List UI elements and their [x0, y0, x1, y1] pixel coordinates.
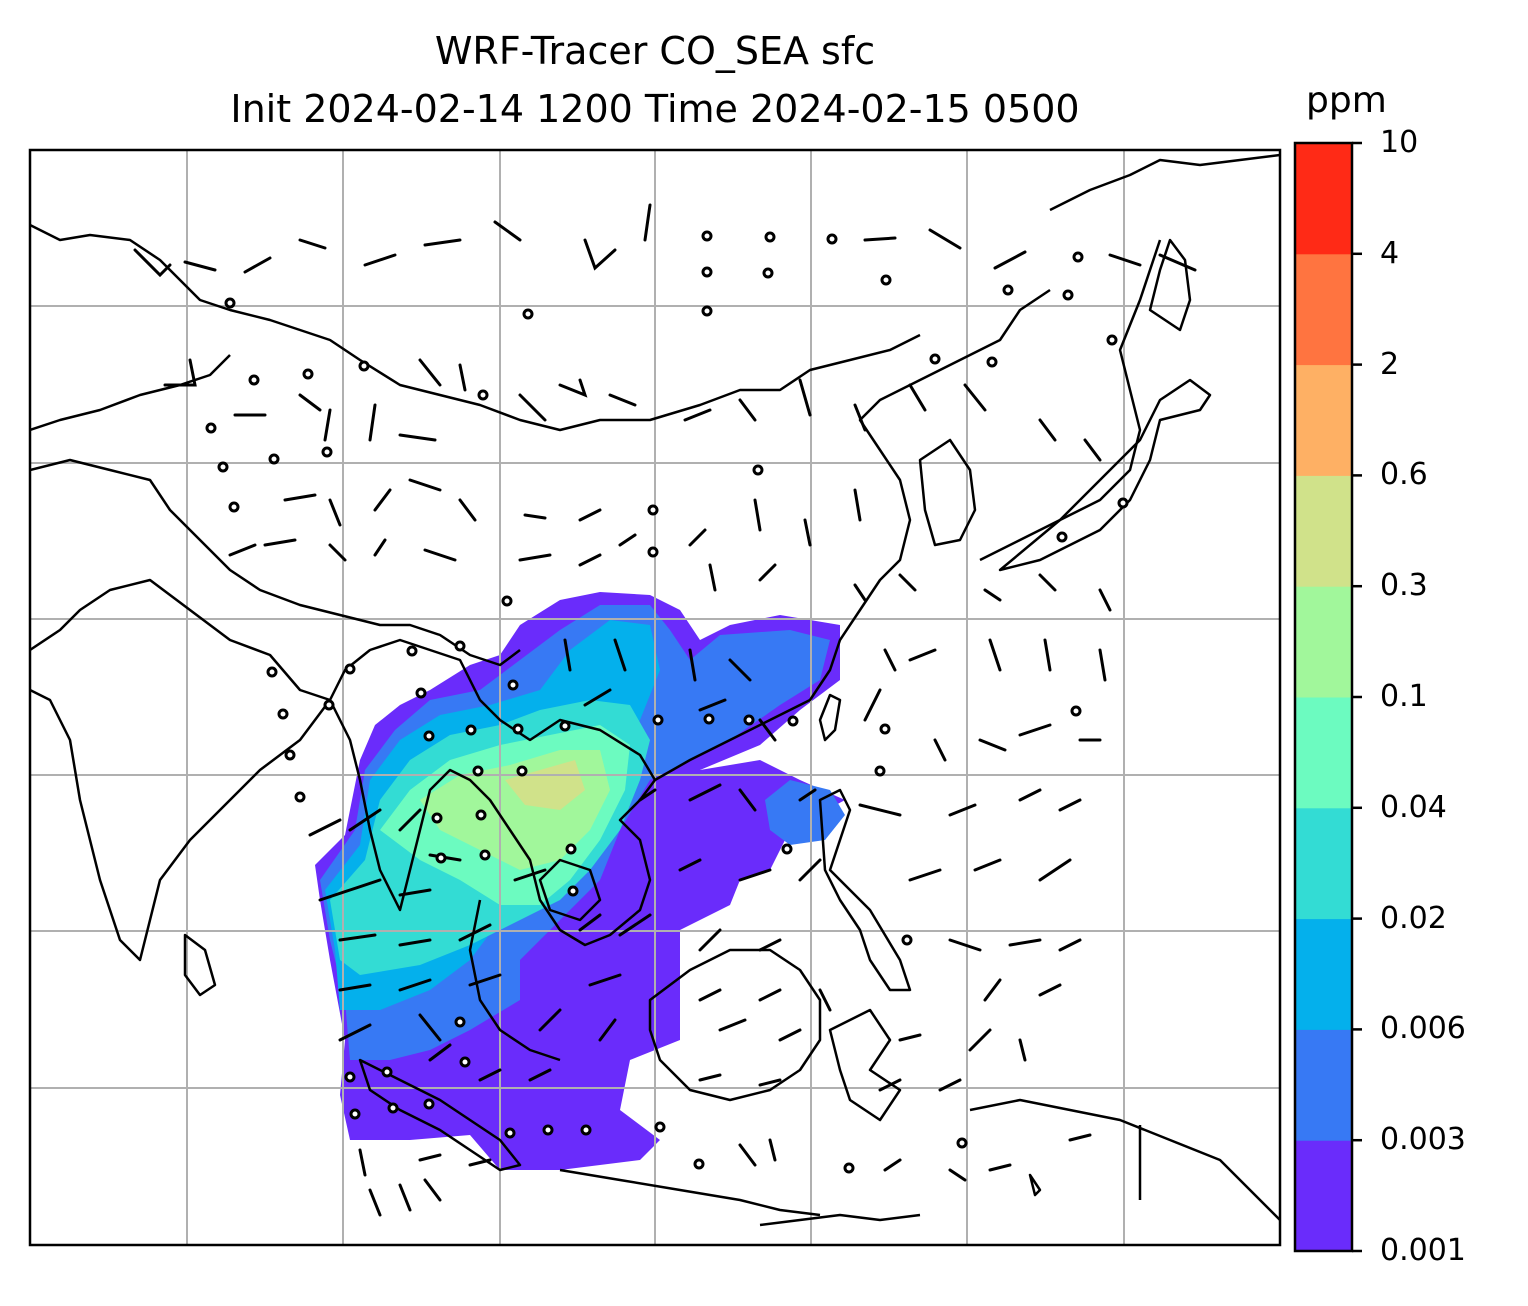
- colorbar-ticks: [1352, 141, 1362, 1253]
- map-subtitle: Init 2024-02-14 1200 Time 2024-02-15 050…: [230, 87, 1080, 131]
- colorbar-tick-label: 0.3: [1380, 568, 1428, 604]
- colorbar-tick-label: 0.003: [1380, 1122, 1466, 1158]
- colorbar-tick-label: 0.001: [1380, 1233, 1466, 1268]
- tracer-level-7: [505, 760, 585, 810]
- wind-barbs: [133, 203, 1197, 1217]
- colorbar-segment: [1295, 807, 1352, 920]
- map-title: WRF-Tracer CO_SEA sfc: [434, 29, 876, 73]
- map-frame: [28, 148, 1282, 1247]
- coastlines: [30, 153, 1280, 1227]
- colorbar-segment: [1295, 1029, 1352, 1141]
- colorbar-segment: [1295, 364, 1352, 476]
- colorbar-tick-label: 4: [1380, 235, 1400, 271]
- colorbar-segment: [1295, 143, 1352, 255]
- colorbar-tick-label: 0.02: [1380, 900, 1447, 936]
- colorbar-tick-label: 0.04: [1380, 789, 1447, 825]
- colorbar-tick-label: 0.6: [1380, 457, 1428, 493]
- colorbar-tick-label: 0.1: [1380, 679, 1428, 714]
- colorbar-segment: [1295, 697, 1352, 809]
- colorbar-segment: [1295, 1140, 1352, 1252]
- colorbar-segment: [1295, 475, 1352, 587]
- colorbar-units: ppm: [1306, 80, 1387, 121]
- colorbar-tick-label: 0.006: [1380, 1011, 1466, 1047]
- colorbar-segment: [1295, 586, 1352, 698]
- colorbar: [1295, 143, 1352, 1252]
- colorbar-tick-label: 2: [1380, 346, 1400, 382]
- colorbar-segment: [1295, 918, 1352, 1030]
- colorbar-segment: [1295, 253, 1352, 366]
- colorbar-tick-label: 10: [1380, 125, 1419, 160]
- tracer-field: [315, 592, 845, 1170]
- gridlines: [30, 150, 1280, 1245]
- calm-wind-markers: [205, 230, 1129, 1174]
